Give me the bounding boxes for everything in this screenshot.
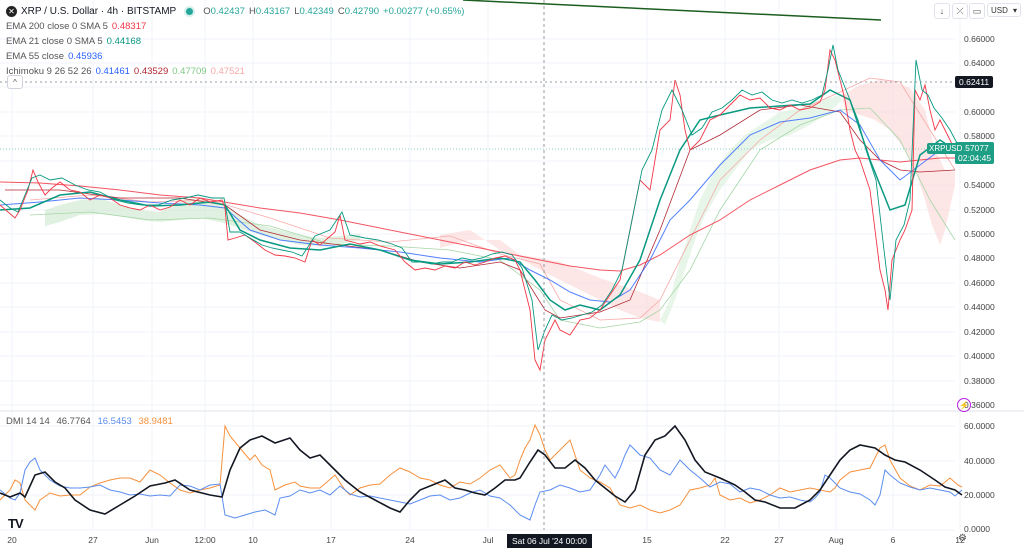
- high-label: H: [248, 6, 256, 17]
- time-tick: 20: [7, 535, 17, 545]
- currency-select[interactable]: USD ▾: [987, 3, 1021, 17]
- dmi-adx-value: 46.7764: [56, 416, 91, 427]
- time-tick: 27: [774, 535, 784, 545]
- time-tick: 27: [88, 535, 98, 545]
- indicator-ema-21[interactable]: EMA 21 close 0 SMA 5 0.44168: [6, 34, 468, 49]
- dmi-tick: 60.0000: [964, 421, 995, 431]
- price-tick: 0.54000: [964, 180, 995, 190]
- time-tick: 6: [890, 535, 896, 545]
- indicator-label: EMA 55 close: [6, 51, 65, 62]
- indicator-value: 0.47521: [210, 66, 245, 77]
- ichimoku-cloud: [45, 80, 955, 325]
- symbol-header[interactable]: ✕ XRP / U.S. Dollar · 4h · BITSTAMP O 0.4…: [6, 4, 468, 19]
- price-tick: 0.50000: [964, 229, 995, 239]
- dmi-label: DMI 14 14: [6, 416, 50, 427]
- time-tick: 12: [955, 535, 965, 545]
- indicator-ema-200[interactable]: EMA 200 close 0 SMA 5 0.48317: [6, 19, 468, 34]
- candlesticks: [0, 44, 963, 372]
- open-label: O: [203, 6, 211, 17]
- price-tick: 0.44000: [964, 302, 995, 312]
- indicator-value: 0.43529: [133, 66, 169, 77]
- scroll-to-latest-button[interactable]: ↓: [934, 3, 950, 19]
- symbol-price-tag: XRPUSD: [927, 143, 965, 154]
- close-label: C: [337, 6, 345, 17]
- dmi-tick: 40.0000: [964, 456, 995, 466]
- open-value: 0.42437: [210, 6, 245, 17]
- indicator-ema-55[interactable]: EMA 55 close 0.45936: [6, 49, 468, 64]
- indicator-value: 0.41461: [95, 66, 130, 77]
- indicator-value: 0.44168: [106, 36, 141, 47]
- close-value: 0.42790: [344, 6, 380, 17]
- time-tick: 15: [642, 535, 652, 545]
- indicator-label: EMA 200 close 0 SMA 5: [6, 21, 108, 32]
- price-tick: 0.38000: [964, 376, 995, 386]
- dmi-minus-di-line: [0, 423, 963, 514]
- indicator-label: Ichimoku 9 26 52 26: [6, 66, 92, 77]
- price-tick: 0.66000: [964, 34, 995, 44]
- ema-21-line: [0, 89, 956, 311]
- indicator-ichimoku[interactable]: Ichimoku 9 26 52 26 0.41461 0.43529 0.47…: [6, 64, 468, 79]
- time-tick: 10: [248, 535, 258, 545]
- time-tick: Jun: [145, 535, 159, 545]
- chevron-down-icon: ▾: [1012, 5, 1017, 15]
- price-tick: 0.64000: [964, 58, 995, 68]
- symbol-title[interactable]: XRP / U.S. Dollar · 4h · BITSTAMP: [21, 6, 177, 17]
- change-value: +0.00277 (+0.65%): [383, 6, 465, 17]
- price-tick: 0.58000: [964, 131, 995, 141]
- ema-55-line: [0, 109, 956, 303]
- dmi-plus-di-line: [0, 444, 963, 521]
- high-value: 0.43167: [255, 6, 291, 17]
- price-tick: 0.40000: [964, 351, 995, 361]
- maximize-pane-button[interactable]: ▭: [969, 3, 985, 19]
- price-tick: 0.42000: [964, 327, 995, 337]
- indicator-label: EMA 21 close 0 SMA 5: [6, 36, 103, 47]
- ichimoku-lines: [5, 77, 956, 329]
- price-tick: 0.36000: [964, 400, 995, 410]
- lightning-bolt-icon[interactable]: ⚡: [957, 398, 971, 412]
- last-price-value: 0.57077: [958, 143, 989, 153]
- collapse-pane-button[interactable]: ⤫: [952, 3, 968, 19]
- dmi-plus-di-value: 16.5453: [97, 416, 132, 427]
- indicator-value: 0.45936: [68, 51, 103, 62]
- time-tick: Jul: [482, 535, 494, 545]
- xrp-logo-icon: ✕: [6, 6, 17, 17]
- time-tick: 24: [405, 535, 415, 545]
- time-tick: 22: [720, 535, 730, 545]
- currency-value: USD: [991, 5, 1008, 15]
- chart-legend: ✕ XRP / U.S. Dollar · 4h · BITSTAMP O 0.4…: [6, 4, 468, 79]
- dmi-adx-line: [0, 424, 963, 515]
- gear-icon[interactable]: ⚙: [958, 533, 967, 544]
- ema-200-line: [0, 157, 955, 272]
- indicator-value: 0.48317: [111, 21, 147, 32]
- market-open-dot-icon: [186, 8, 194, 15]
- hline-price-label[interactable]: 0.62411: [955, 76, 994, 88]
- indicator-value: 0.47709: [172, 66, 207, 77]
- price-tick: 0.60000: [964, 107, 995, 117]
- price-tick: 0.52000: [964, 205, 995, 215]
- legend-collapse-button[interactable]: ^: [7, 75, 23, 89]
- last-price-label: 0.57077 02:04:45: [955, 142, 995, 164]
- low-label: L: [294, 6, 300, 17]
- time-tick: 17: [326, 535, 336, 545]
- tradingview-logo[interactable]: TV: [8, 516, 24, 531]
- price-tick: 0.48000: [964, 253, 995, 263]
- time-tick: 12:00: [194, 535, 216, 545]
- bar-countdown: 02:04:45: [958, 153, 992, 163]
- dmi-tick: 0.0000: [964, 524, 990, 534]
- time-tick: Aug: [828, 535, 844, 545]
- price-tick: 0.46000: [964, 278, 995, 288]
- dmi-legend[interactable]: DMI 14 14 46.7764 16.5453 38.9481: [6, 416, 173, 427]
- low-value: 0.42349: [299, 6, 334, 17]
- crosshair-date-label: Sat 06 Jul '24 00:00: [507, 534, 592, 548]
- dmi-tick: 20.0000: [964, 490, 995, 500]
- dmi-minus-di-value: 38.9481: [138, 416, 173, 427]
- trendline[interactable]: [462, 0, 882, 21]
